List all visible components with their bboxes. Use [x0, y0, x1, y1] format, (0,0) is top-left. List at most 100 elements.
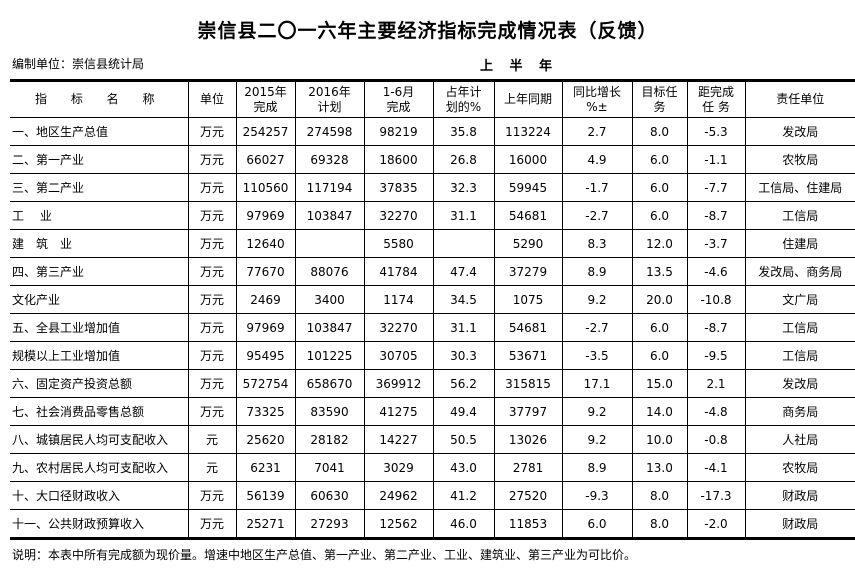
compiling-unit: 编制单位：崇信县统计局 [12, 57, 145, 71]
cell-gap-to-target: -10.8 [686, 285, 746, 314]
cell-yoy-growth: 9.2 [561, 285, 633, 314]
header-indicator-name: 指 标 名 称 [10, 80, 189, 118]
cell-unit: 万元 [187, 201, 237, 230]
cell-completed-jan-jun: 18600 [363, 145, 434, 174]
cell-plan-2016 [294, 229, 365, 258]
cell-same-period-last-year: 54681 [493, 313, 563, 342]
cell-percent-of-plan: 30.3 [432, 341, 495, 370]
cell-completed-2015: 254257 [235, 117, 296, 146]
cell-target: 8.0 [631, 481, 688, 510]
cell-percent-of-plan: 49.4 [432, 397, 495, 426]
cell-gap-to-target: -4.6 [686, 257, 746, 286]
cell-unit: 万元 [187, 173, 237, 202]
cell-unit: 万元 [187, 481, 237, 510]
cell-same-period-last-year: 54681 [493, 201, 563, 230]
cell-percent-of-plan [432, 229, 495, 258]
cell-gap-to-target: 2.1 [686, 369, 746, 398]
cell-gap-to-target: -9.5 [686, 341, 746, 370]
cell-percent-of-plan: 32.3 [432, 173, 495, 202]
cell-unit: 万元 [187, 229, 237, 258]
cell-same-period-last-year: 16000 [493, 145, 563, 174]
cell-percent-of-plan: 35.8 [432, 117, 495, 146]
table-row: 文化产业 万元 2469 3400 1174 34.5 1075 9.2 20.0 -10.8 文广… [10, 285, 855, 314]
table-row: 三、第二产业 万元 110560 117194 37835 32.3 59945 -1.7 6.… [10, 173, 855, 202]
cell-responsible-unit: 财政局 [744, 509, 855, 539]
cell-yoy-growth: -2.7 [561, 313, 633, 342]
cell-responsible-unit: 发改局 [744, 369, 855, 398]
cell-target: 10.0 [631, 425, 688, 454]
cell-responsible-unit: 商务局 [744, 397, 855, 426]
cell-indicator-name: 八、城镇居民人均可支配收入 [10, 425, 189, 454]
header-completed-2015: 2015年 完成 [235, 80, 296, 118]
cell-percent-of-plan: 50.5 [432, 425, 495, 454]
cell-target: 14.0 [631, 397, 688, 426]
footnote: 说明：本表中所有完成额为现价量。增速中地区生产总值、第一产业、第二产业、工业、建… [12, 548, 637, 562]
cell-indicator-name: 一、地区生产总值 [10, 117, 189, 146]
cell-plan-2016: 658670 [294, 369, 365, 398]
cell-unit: 万元 [187, 313, 237, 342]
cell-unit: 万元 [187, 341, 237, 370]
cell-completed-jan-jun: 32270 [363, 313, 434, 342]
cell-yoy-growth: -1.7 [561, 173, 633, 202]
table-row: 七、社会消费品零售总额 万元 73325 83590 41275 49.4 37797 9.2… [10, 397, 855, 426]
cell-responsible-unit: 文广局 [744, 285, 855, 314]
period-label: 上 半 年 [480, 59, 559, 74]
cell-unit: 元 [187, 453, 237, 482]
cell-yoy-growth: 17.1 [561, 369, 633, 398]
cell-plan-2016: 60630 [294, 481, 365, 510]
header-responsible-unit: 责任单位 [744, 80, 855, 118]
cell-plan-2016: 7041 [294, 453, 365, 482]
cell-indicator-name: 九、农村居民人均可支配收入 [10, 453, 189, 482]
cell-completed-2015: 572754 [235, 369, 296, 398]
cell-gap-to-target: -0.8 [686, 425, 746, 454]
cell-gap-to-target: -4.1 [686, 453, 746, 482]
cell-unit: 万元 [187, 285, 237, 314]
cell-responsible-unit: 工信局 [744, 201, 855, 230]
cell-percent-of-plan: 41.2 [432, 481, 495, 510]
cell-plan-2016: 274598 [294, 117, 365, 146]
indicator-table: 指 标 名 称单位 2015年 完成 2016年 计划 1-6月 完成 占年计 划的% 上… [10, 79, 855, 540]
cell-responsible-unit: 农牧局 [744, 145, 855, 174]
header-percent-of-plan: 占年计 划的% [432, 80, 495, 118]
cell-completed-2015: 25620 [235, 425, 296, 454]
cell-completed-2015: 95495 [235, 341, 296, 370]
cell-same-period-last-year: 13026 [493, 425, 563, 454]
header-plan-2016: 2016年 计划 [294, 80, 365, 118]
table-row: 二、第一产业 万元 66027 69328 18600 26.8 16000 4.9 6.0 -1… [10, 145, 855, 174]
cell-indicator-name: 四、第三产业 [10, 257, 189, 286]
cell-same-period-last-year: 37279 [493, 257, 563, 286]
cell-percent-of-plan: 56.2 [432, 369, 495, 398]
cell-completed-2015: 66027 [235, 145, 296, 174]
cell-completed-jan-jun: 1174 [363, 285, 434, 314]
header-completed-jan-jun: 1-6月 完成 [363, 80, 434, 118]
cell-completed-jan-jun: 3029 [363, 453, 434, 482]
cell-percent-of-plan: 26.8 [432, 145, 495, 174]
table-row: 四、第三产业 万元 77670 88076 41784 47.4 37279 8.9 13.5-… [10, 257, 855, 286]
cell-indicator-name: 建 筑 业 [10, 229, 189, 258]
cell-target: 6.0 [631, 201, 688, 230]
cell-responsible-unit: 发改局 [744, 117, 855, 146]
cell-completed-2015: 97969 [235, 201, 296, 230]
header-target: 目标任 务 [631, 80, 688, 118]
cell-indicator-name: 三、第二产业 [10, 173, 189, 202]
cell-percent-of-plan: 47.4 [432, 257, 495, 286]
cell-target: 6.0 [631, 145, 688, 174]
cell-gap-to-target: -4.8 [686, 397, 746, 426]
cell-target: 6.0 [631, 313, 688, 342]
cell-same-period-last-year: 53671 [493, 341, 563, 370]
cell-target: 20.0 [631, 285, 688, 314]
cell-unit: 万元 [187, 145, 237, 174]
cell-completed-2015: 110560 [235, 173, 296, 202]
cell-responsible-unit: 财政局 [744, 481, 855, 510]
cell-yoy-growth: -2.7 [561, 201, 633, 230]
header-unit: 单位 [187, 80, 237, 118]
cell-same-period-last-year: 2781 [493, 453, 563, 482]
cell-completed-2015: 6231 [235, 453, 296, 482]
table-row: 工 业万元 97969 103847 32270 31.1 54681 -2.7 6.0 -8.… [10, 201, 855, 230]
table-row: 九、农村居民人均可支配收入元 6231 7041 3029 43.0 2781 8.9 13.… [10, 453, 855, 482]
cell-gap-to-target: -1.1 [686, 145, 746, 174]
cell-target: 8.0 [631, 509, 688, 539]
cell-responsible-unit: 农牧局 [744, 453, 855, 482]
cell-yoy-growth: 9.2 [561, 397, 633, 426]
cell-same-period-last-year: 59945 [493, 173, 563, 202]
